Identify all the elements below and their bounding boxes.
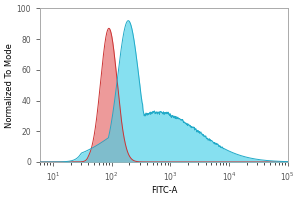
- X-axis label: FITC-A: FITC-A: [151, 186, 177, 195]
- Y-axis label: Normalized To Mode: Normalized To Mode: [5, 43, 14, 128]
